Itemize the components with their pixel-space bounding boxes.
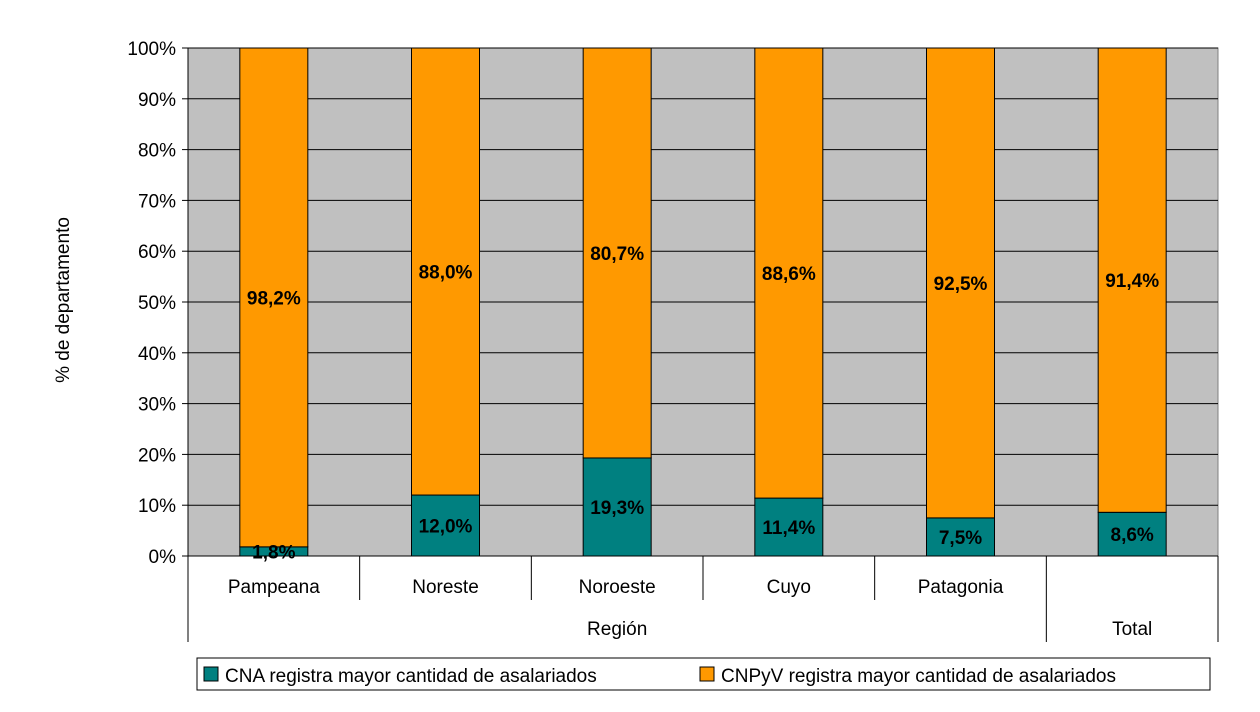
legend-swatch — [699, 666, 715, 682]
bar-segment-cna — [582, 457, 652, 557]
y-tick-label: 30% — [138, 395, 176, 416]
data-label: 88,0% — [419, 263, 473, 284]
y-axis-title: % de departamento — [53, 217, 74, 383]
category-labels: Pampeana Noreste Noroeste Cuyo Patagonia Regi… — [228, 577, 1152, 640]
y-tick-label: 40% — [138, 344, 176, 365]
bar-segment-cna — [411, 494, 480, 557]
y-tick-label: 80% — [138, 141, 176, 162]
y-tick-label: 60% — [138, 242, 176, 263]
y-tick-label: 10% — [138, 496, 176, 517]
data-label: 8,6% — [1111, 525, 1154, 546]
data-label: 88,6% — [762, 264, 816, 285]
data-label: 12,0% — [419, 517, 473, 538]
y-tick-label: 0% — [149, 547, 177, 568]
bar-segment-cnpyv — [754, 47, 824, 499]
category-label: Cuyo — [767, 577, 811, 598]
y-tick-label: 20% — [138, 445, 176, 466]
y-tick-label: 90% — [138, 90, 176, 111]
bar-segment-cna — [926, 517, 995, 557]
category-label: Patagonia — [918, 577, 1004, 598]
legend-label: CNPyV registra mayor cantidad de asalari… — [721, 666, 1116, 687]
category-label: Pampeana — [228, 577, 320, 598]
legend: CNA registra mayor cantidad de asalariad… — [196, 657, 1211, 691]
data-label: 11,4% — [762, 518, 815, 539]
data-label: 98,2% — [247, 288, 301, 309]
axes — [187, 48, 1219, 642]
data-label: 91,4% — [1105, 271, 1159, 292]
category-label: Noroeste — [579, 577, 656, 598]
bar-segment-cna — [754, 497, 824, 557]
legend-swatch — [203, 666, 219, 682]
y-tick-label: 70% — [138, 191, 176, 212]
bar-segment-cnpyv — [411, 47, 480, 496]
data-label: 80,7% — [590, 244, 644, 265]
data-label: 7,5% — [939, 528, 982, 549]
group-label-total: Total — [1112, 619, 1152, 640]
bar-segment-cnpyv — [926, 47, 995, 519]
data-label: 1,8% — [252, 542, 295, 563]
data-label: 92,5% — [934, 274, 988, 295]
bar-segment-cnpyv — [239, 47, 309, 548]
data-labels: 1,8% 98,2% 12,0% 88,0% 19,3% 80,7% 11,4% 88,6% 7… — [247, 244, 1159, 563]
group-label-region: Región — [587, 619, 647, 640]
data-label: 19,3% — [590, 498, 644, 519]
bar-segment-cnpyv — [582, 47, 652, 459]
y-tick-label: 50% — [138, 293, 176, 314]
y-tick-label: 100% — [127, 39, 176, 60]
bars — [239, 47, 1167, 557]
y-tick-labels: 0% 10% 20% 30% 40% 50% 60% 70% 80% 90% 100% — [127, 39, 188, 568]
legend-label: CNA registra mayor cantidad de asalariad… — [225, 666, 597, 687]
category-label: Noreste — [412, 577, 479, 598]
bar-segment-cnpyv — [1097, 47, 1167, 513]
